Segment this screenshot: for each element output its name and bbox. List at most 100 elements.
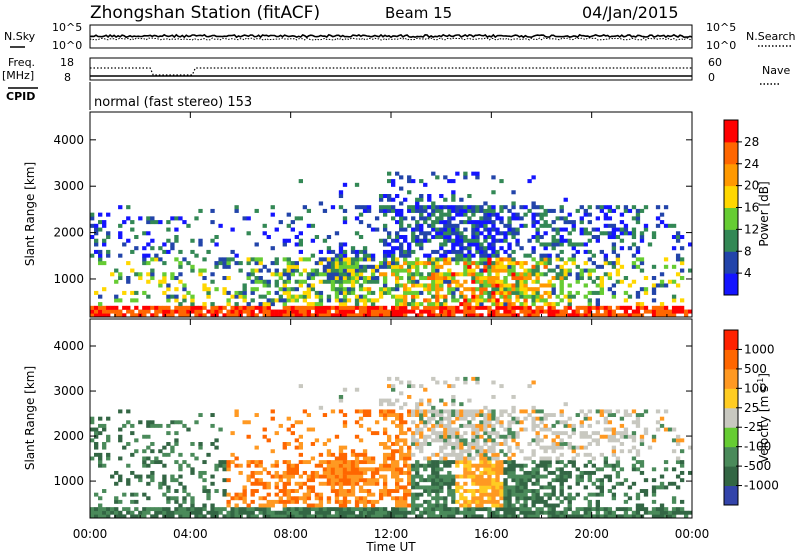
power-cell	[106, 253, 111, 258]
velocity-cell	[431, 416, 436, 421]
velocity-cell	[342, 467, 348, 472]
power-cell	[511, 309, 516, 314]
power-cell	[575, 313, 580, 318]
power-cell	[435, 261, 440, 266]
power-cell	[523, 205, 528, 210]
velocity-cell	[443, 445, 448, 450]
velocity-cell	[435, 463, 440, 468]
velocity-cell	[294, 467, 299, 472]
velocity-cell	[531, 510, 536, 515]
velocity-cell	[146, 434, 151, 439]
power-cell	[467, 205, 472, 210]
power-cell	[250, 272, 255, 277]
velocity-cell	[278, 474, 283, 479]
power-cell	[262, 231, 267, 236]
velocity-cell	[395, 485, 400, 490]
velocity-cell	[447, 463, 452, 468]
power-cell	[274, 261, 279, 266]
power-cell	[326, 305, 332, 310]
velocity-cell	[675, 442, 681, 446]
power-cell	[515, 261, 520, 266]
power-cell	[567, 294, 572, 299]
velocity-cell	[358, 460, 364, 465]
velocity-cell	[370, 503, 376, 508]
power-cell	[495, 298, 500, 303]
velocity-cell	[531, 409, 536, 414]
power-cell	[334, 309, 340, 314]
velocity-cell	[194, 507, 199, 512]
power-cell	[242, 294, 247, 299]
power-cell	[439, 246, 444, 251]
velocity-cell	[298, 384, 303, 389]
velocity-cell	[431, 423, 436, 428]
power-cell	[358, 283, 364, 288]
velocity-cell	[338, 481, 344, 486]
power-cell	[310, 253, 316, 258]
velocity-cell	[431, 503, 436, 508]
velocity-cell	[382, 398, 388, 403]
velocity-cell	[386, 402, 392, 407]
velocity-cell	[386, 463, 392, 468]
velocity-cell	[511, 438, 516, 443]
velocity-cell	[663, 460, 669, 465]
velocity-cell	[559, 485, 564, 490]
velocity-cell	[395, 398, 400, 403]
power-cell	[382, 227, 388, 232]
velocity-cell	[270, 474, 275, 479]
power-cell	[443, 205, 448, 210]
velocity-cell	[411, 384, 416, 389]
power-cell	[459, 294, 464, 299]
beam-label: Beam 15	[385, 4, 452, 22]
velocity-cell	[242, 499, 247, 504]
velocity-cell	[567, 499, 572, 504]
power-cell	[487, 264, 492, 269]
power-cell	[471, 253, 476, 258]
velocity-cell	[338, 394, 344, 399]
velocity-cell	[218, 427, 223, 432]
power-cell	[515, 290, 520, 295]
velocity-cell	[286, 499, 291, 504]
velocity-cell	[403, 456, 408, 461]
power-cell	[515, 276, 520, 281]
velocity-cell	[130, 510, 135, 515]
power-cell	[559, 279, 564, 284]
velocity-cell	[535, 470, 540, 475]
power-cell	[166, 313, 171, 318]
power-cell	[495, 276, 500, 281]
power-cell	[314, 268, 320, 273]
power-cell	[342, 287, 348, 292]
velocity-cell	[342, 507, 348, 512]
power-cell	[102, 242, 107, 247]
velocity-cell	[475, 413, 480, 417]
power-cell	[639, 231, 645, 236]
velocity-cell	[415, 467, 420, 472]
velocity-cell	[419, 503, 424, 508]
power-cell	[130, 227, 135, 232]
power-cell	[154, 220, 159, 225]
velocity-cell	[607, 409, 613, 414]
power-cell	[587, 231, 592, 236]
power-cell	[635, 246, 641, 251]
velocity-cell	[306, 503, 312, 508]
velocity-cell	[142, 434, 147, 439]
velocity-cell	[366, 481, 372, 486]
velocity-cell	[427, 460, 432, 465]
velocity-cell	[399, 514, 404, 519]
velocity-cell	[679, 478, 685, 483]
power-cell	[491, 276, 496, 281]
velocity-cell	[475, 438, 480, 443]
velocity-cell	[346, 470, 352, 475]
power-cell	[535, 287, 540, 292]
velocity-cell	[306, 514, 312, 519]
velocity-cell	[431, 438, 436, 443]
power-cell	[158, 305, 163, 310]
velocity-cell	[362, 503, 368, 508]
power-cell	[671, 313, 677, 318]
velocity-cell	[174, 478, 179, 483]
velocity-cell	[519, 492, 524, 497]
velocity-cell	[603, 510, 609, 515]
velocity-cell	[431, 405, 436, 410]
velocity-cell	[310, 470, 316, 475]
power-cell	[118, 223, 123, 228]
velocity-cell	[511, 460, 516, 465]
